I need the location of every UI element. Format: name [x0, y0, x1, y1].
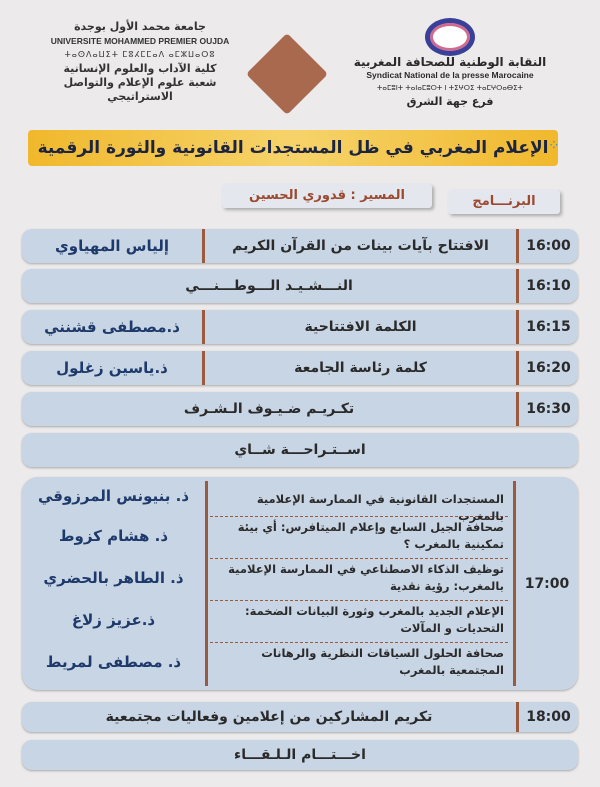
university-name-tifinagh: ⵜⴰⵙⴷⴰⵡⵉⵜ ⵎⵓⵃⵎⵎⴰⴷ ⴰⵎⵣⵡⴰⵔⵓ — [64, 50, 216, 59]
session-block: 17:00 المستجدات القانونية في الممارسة ال… — [22, 477, 578, 690]
honor-row: تكريم المشاركين من إعلامين وفعاليات مجتم… — [22, 702, 578, 732]
program-row: تكـريـم ضـيـوف الـشـرف 16:30 — [22, 392, 578, 426]
moderator-label: المسير : قدوري الحسين — [222, 184, 432, 208]
syndicate-name-tifinagh: ⵜⴰⵎⵓⵏⵜ ⵜⴰⵏⴰⵎⵓⵔⵜ ⵏ ⵜⵉⵖⵔⵉ ⵜⴰⵎⵖⵔⴰⴱⵉⵜ — [377, 84, 523, 92]
time: 16:20 — [516, 351, 578, 385]
talk-speaker: ذ. الطاهر بالحضري — [43, 569, 184, 587]
program-row: إلياس المهياوي الافتتاح بآيات بينات من ا… — [22, 229, 578, 263]
item: الكلمة الافتتاحية — [304, 319, 417, 335]
item: كلمة رئاسة الجامعة — [294, 360, 427, 376]
syndicate-header: النقابة الوطنية للصحافة المغربية Syndica… — [340, 55, 560, 109]
time: 16:00 — [516, 229, 578, 263]
speaker: ذ.مصطفى قشنني — [22, 310, 205, 344]
program-row: ذ.ياسين زغلول كلمة رئاسة الجامعة 16:20 — [22, 351, 578, 385]
time: 16:10 — [516, 269, 578, 303]
talk-title: المستجدات القانونية في الممارسة الإعلامي… — [210, 483, 508, 523]
department-name: شعبة علوم الإعلام والتواصل الاستراتيجي — [63, 76, 217, 103]
closing-label: اخـــتـــام الـلـقـــاء — [234, 747, 366, 763]
event-title: الإعلام المغربي في ظل المستجدات القانوني… — [28, 130, 558, 166]
talk-title: صحافة الحلول السياقات النظرية والرهانات … — [261, 646, 504, 677]
decorative-dots-icon: ⁘ — [548, 138, 560, 154]
syndicate-branch: فرع جهة الشرق — [406, 95, 494, 108]
syndicate-logo — [425, 18, 475, 56]
talk-title: صحافة الجيل السابع وإعلام الميتافرس: أي … — [210, 519, 508, 559]
talk-title: الإعلام الجديد بالمغرب وثورة البيانات ال… — [210, 603, 508, 643]
item: تكـريـم ضـيـوف الـشـرف — [183, 401, 355, 417]
program-row: ذ.مصطفى قشنني الكلمة الافتتاحية 16:15 — [22, 310, 578, 344]
time: 16:30 — [516, 392, 578, 426]
item: النـــشـيـد الـــوطـــنـــي — [185, 278, 353, 294]
university-name-fr: UNIVERSITE MOHAMMED PREMIER OUJDA — [50, 36, 230, 46]
break-label: اســتـراحـــة شــاي — [234, 442, 366, 458]
talk-speaker: ذ. هشام كزوط — [58, 527, 169, 545]
talk-speaker: ذ. بنيونس المرزوقي — [37, 487, 190, 505]
session-time: 17:00 — [524, 575, 570, 592]
speaker: إلياس المهياوي — [22, 229, 205, 263]
talk-title: توظيف الذكاء الاصطناعي في الممارسة الإعل… — [210, 561, 508, 601]
program-label: البرنـــامج — [448, 190, 560, 214]
faculty-name: كلية الآداب والعلوم الإنسانية — [63, 62, 217, 75]
university-name-ar: جامعة محمد الأول بوجدة — [74, 20, 206, 33]
university-header: جامعة محمد الأول بوجدة UNIVERSITE MOHAMM… — [40, 20, 240, 104]
item: تكريم المشاركين من إعلامين وفعاليات مجتم… — [105, 709, 433, 725]
break-row: اســتـراحـــة شــاي — [22, 433, 578, 467]
talk-speaker: ذ.عزيز زلاغ — [71, 611, 156, 629]
time: 16:15 — [516, 310, 578, 344]
syndicate-name-fr: Syndicat National de la presse Marocaine — [366, 70, 534, 80]
item: الافتتاح بآيات بينات من القرآن الكريم — [232, 238, 489, 254]
university-logo — [245, 32, 329, 116]
talk-speaker: ذ. مصطفى لمريط — [45, 653, 182, 671]
closing-row: اخـــتـــام الـلـقـــاء — [22, 740, 578, 770]
speaker: ذ.ياسين زغلول — [22, 351, 205, 385]
syndicate-name-ar: النقابة الوطنية للصحافة المغربية — [353, 55, 547, 69]
time: 18:00 — [516, 702, 578, 732]
program-row: النـــشـيـد الـــوطـــنـــي 16:10 — [22, 269, 578, 303]
